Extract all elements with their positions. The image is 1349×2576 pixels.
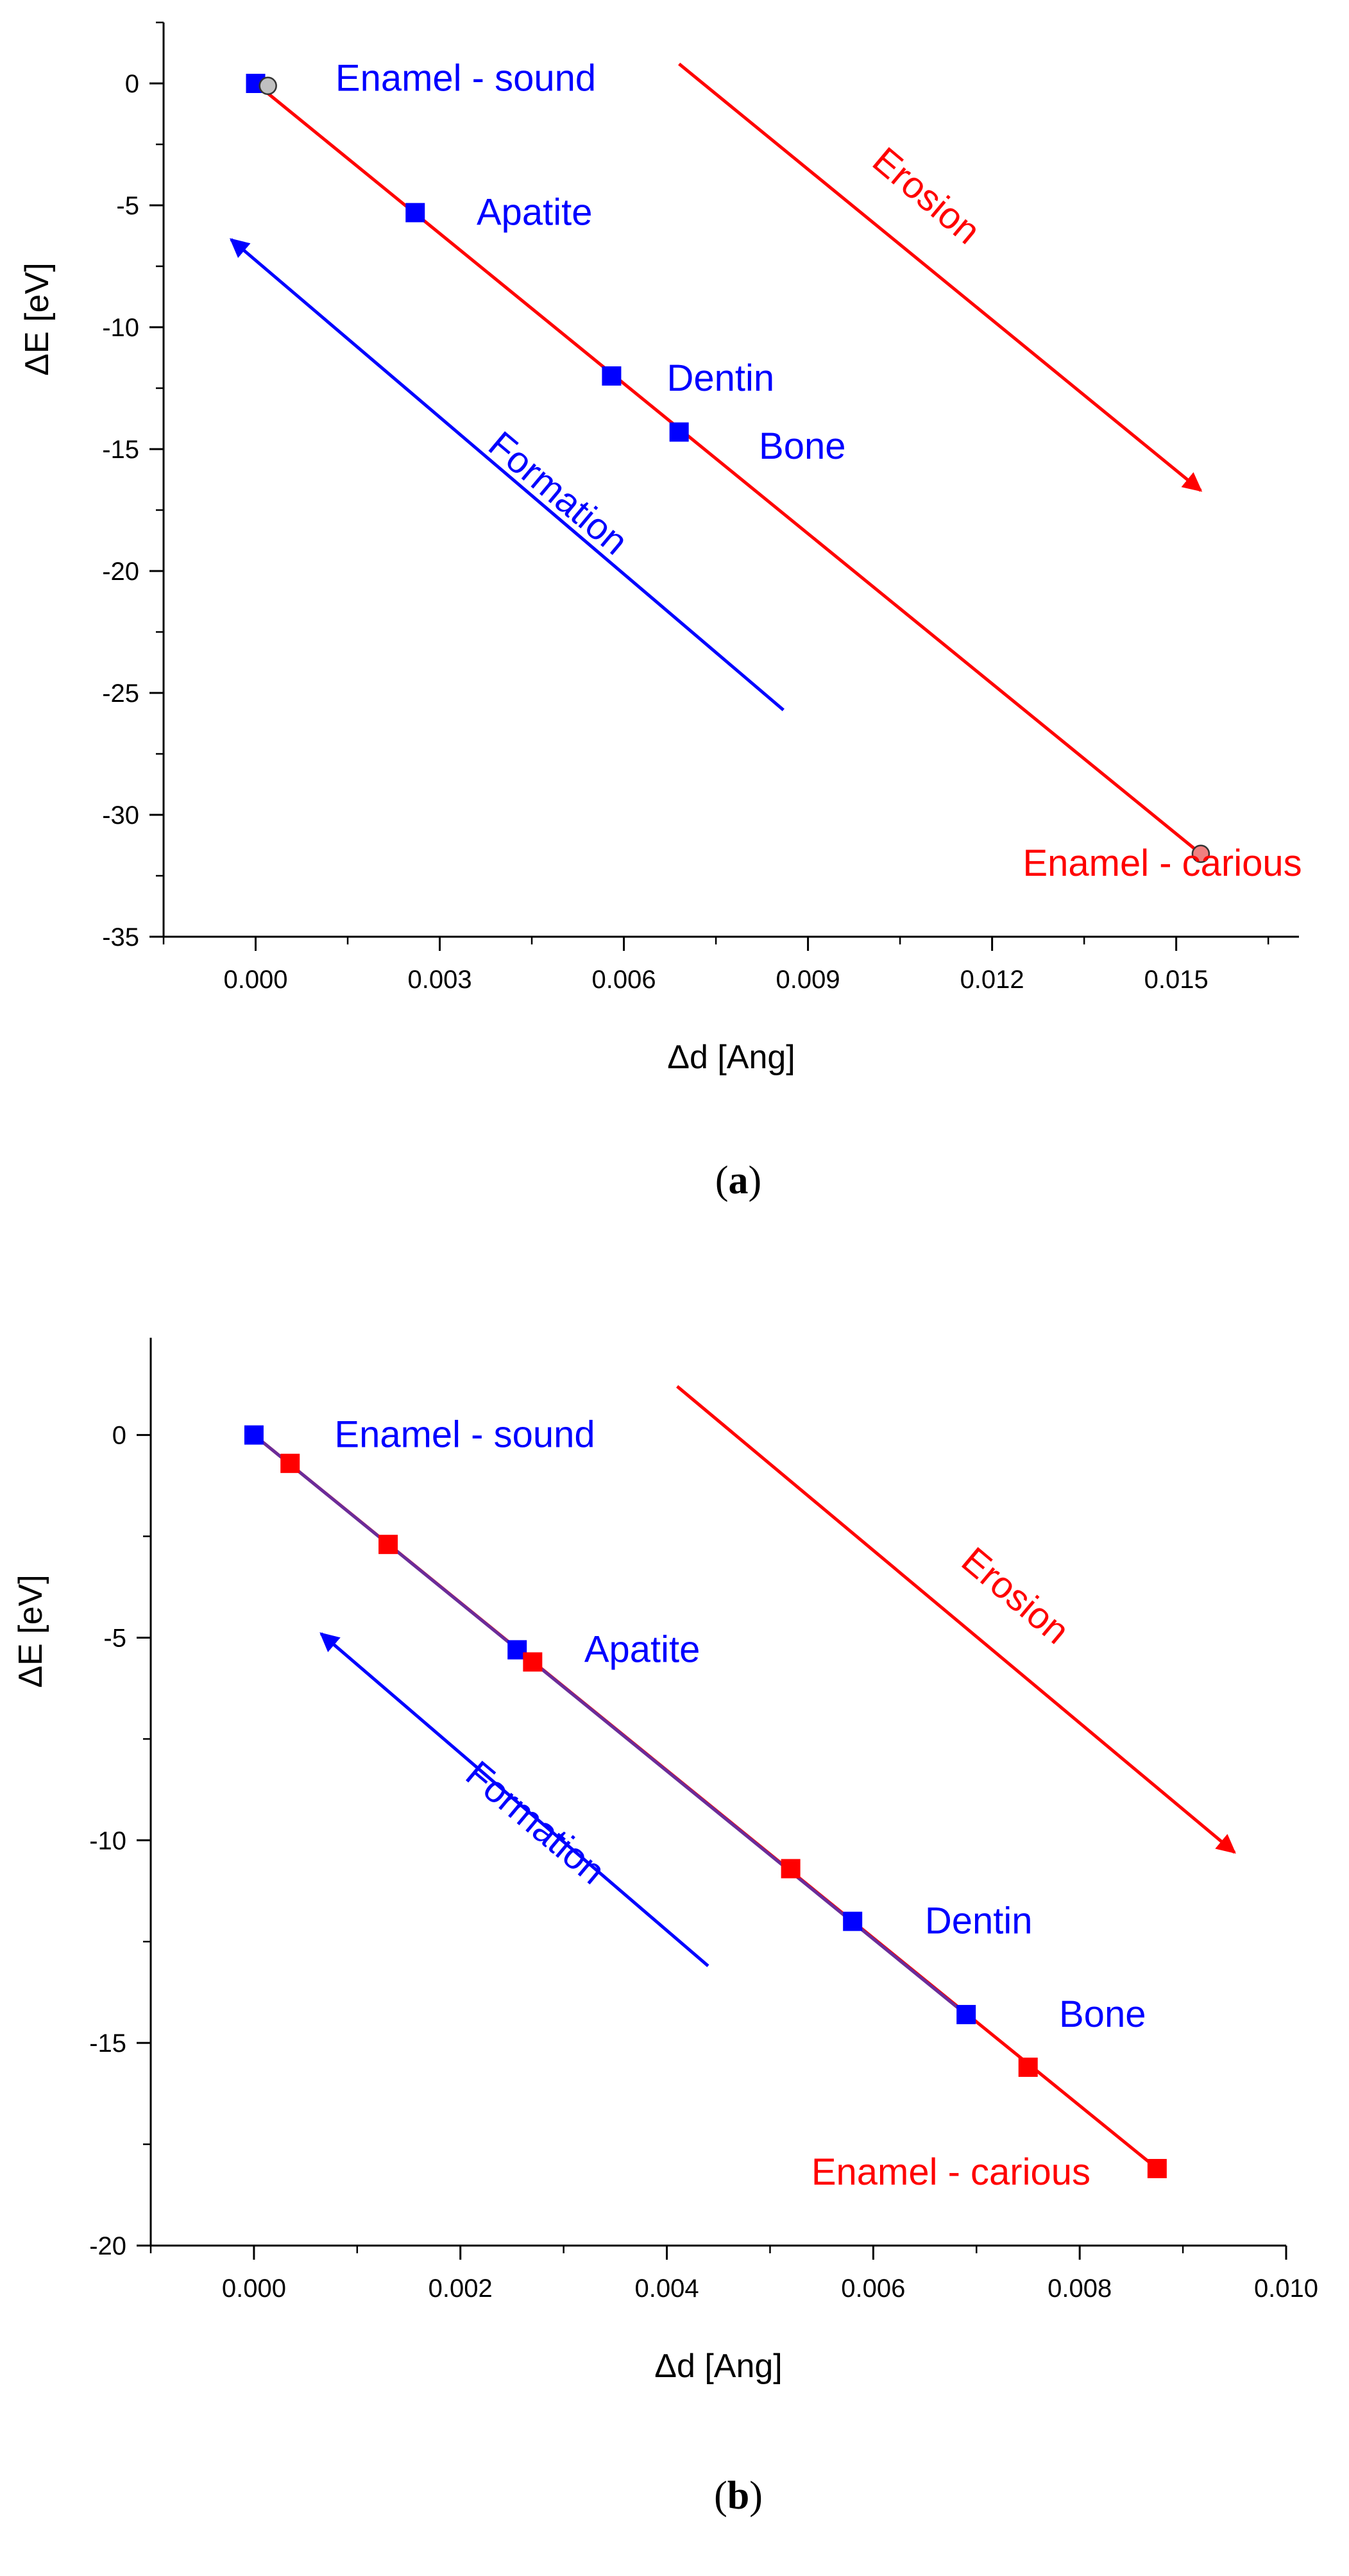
chart-a-apatite-annotation: Apatite	[477, 191, 593, 233]
chart-a-y-tick-label: -5	[116, 192, 139, 220]
chart-a-x-tick-label: 0.006	[592, 966, 656, 994]
chart-a-grey-circles-point	[259, 76, 277, 96]
panel-label-b: (b)	[714, 2474, 763, 2518]
chart-b-x-tick-label: 0.006	[841, 2274, 905, 2303]
chart-b-x-axis-title: Δd [Ang]	[654, 2348, 783, 2385]
chart-a-y-tick-label: -15	[102, 436, 139, 464]
chart-b-enamel-carious-annotation: Enamel - carious	[811, 2151, 1090, 2193]
chart-a-x-tick-label: 0.003	[407, 966, 471, 994]
chart-b-red-squares-point	[781, 1859, 801, 1879]
chart-a-y-tick-label: -30	[102, 801, 139, 830]
chart-a-x-axis-title: Δd [Ang]	[667, 1039, 795, 1076]
chart-b-y-tick-label: -10	[89, 1827, 126, 1855]
chart-a-blue-squares-point	[405, 203, 425, 223]
chart-b-red-squares-point	[523, 1652, 543, 1672]
chart-a-pink-circles-point	[1191, 844, 1210, 864]
chart-a-y-tick-label: -10	[102, 314, 139, 342]
chart-panel-a: 0.000 0.003 0.006 0.009 0.012 0.015 0 -5 -10 -15 -…	[19, 21, 1302, 1076]
chart-b-formation-arrow	[319, 1632, 709, 1968]
chart-b-blue-squares-point	[956, 2004, 976, 2024]
chart-b-x-tick-label: 0.008	[1048, 2274, 1112, 2303]
chart-a-formation-label-annotation: Formation	[480, 423, 636, 563]
chart-a-formation-arrow	[229, 238, 785, 712]
chart-a-blue-squares-point	[602, 366, 622, 386]
chart-b-formation-label-annotation: Formation	[458, 1753, 613, 1893]
chart-a-y-axis-title: ΔE [eV]	[19, 262, 56, 375]
chart-b-red-squares-point	[378, 1535, 398, 1555]
chart-b-y-tick-label: -5	[103, 1624, 126, 1652]
chart-a-blue-squares-point	[669, 422, 689, 442]
chart-a-x-tick-label: 0.012	[960, 966, 1024, 994]
chart-b-y-axis-title: ΔE [eV]	[12, 1574, 49, 1687]
chart-b-red-squares-point	[1147, 2158, 1167, 2178]
chart-b-erosion-arrow	[676, 1385, 1236, 1854]
chart-b-blue-squares-point	[244, 1425, 264, 1445]
chart-b-apatite-annotation: Apatite	[584, 1628, 700, 1670]
chart-a-erosion-label-annotation: Erosion	[865, 139, 988, 252]
chart-a-y-tick-label: 0	[125, 70, 139, 98]
chart-a-y-tick-label: -35	[102, 923, 139, 951]
chart-b-bone-annotation: Bone	[1059, 1993, 1146, 2035]
chart-panel-b: 0.000 0.002 0.004 0.006 0.008 0.010 0 -5 -10 -15 -…	[12, 1338, 1318, 2385]
chart-a-x-tick-label: 0.015	[1144, 966, 1209, 994]
chart-b-x-tick-label: 0.004	[634, 2274, 699, 2303]
chart-a-x-tick-label: 0.000	[223, 966, 287, 994]
chart-b-enamel-sound-annotation: Enamel - sound	[334, 1414, 595, 1456]
chart-b-y-tick-label: -20	[89, 2232, 126, 2260]
chart-b-blue-squares-point	[843, 1911, 863, 1931]
chart-b-y-tick-label: -15	[89, 2029, 126, 2058]
chart-a-y-tick-label: -25	[102, 679, 139, 708]
chart-a-bone-annotation: Bone	[759, 425, 845, 467]
chart-a-erosion-arrow	[678, 62, 1203, 492]
chart-a-x-tick-label: 0.009	[776, 966, 840, 994]
chart-a-enamel-carious-annotation: Enamel - carious	[1022, 842, 1302, 884]
chart-b-dentin-annotation: Dentin	[925, 1900, 1033, 1942]
chart-b-y-tick-label: 0	[112, 1422, 126, 1450]
panel-label-a: (a)	[715, 1159, 761, 1202]
chart-a-enamel-sound-annotation: Enamel - sound	[335, 57, 596, 99]
chart-b-x-tick-label: 0.000	[222, 2274, 286, 2303]
chart-b-red-squares-point	[1018, 2058, 1038, 2077]
chart-a-dentin-annotation: Dentin	[667, 357, 775, 399]
chart-b-x-tick-label: 0.002	[428, 2274, 493, 2303]
chart-b-red-squares-point	[280, 1453, 300, 1473]
chart-b-x-tick-label: 0.010	[1254, 2274, 1318, 2303]
chart-a-y-tick-label: -20	[102, 558, 139, 586]
chart-a-fit-line	[254, 82, 1202, 855]
